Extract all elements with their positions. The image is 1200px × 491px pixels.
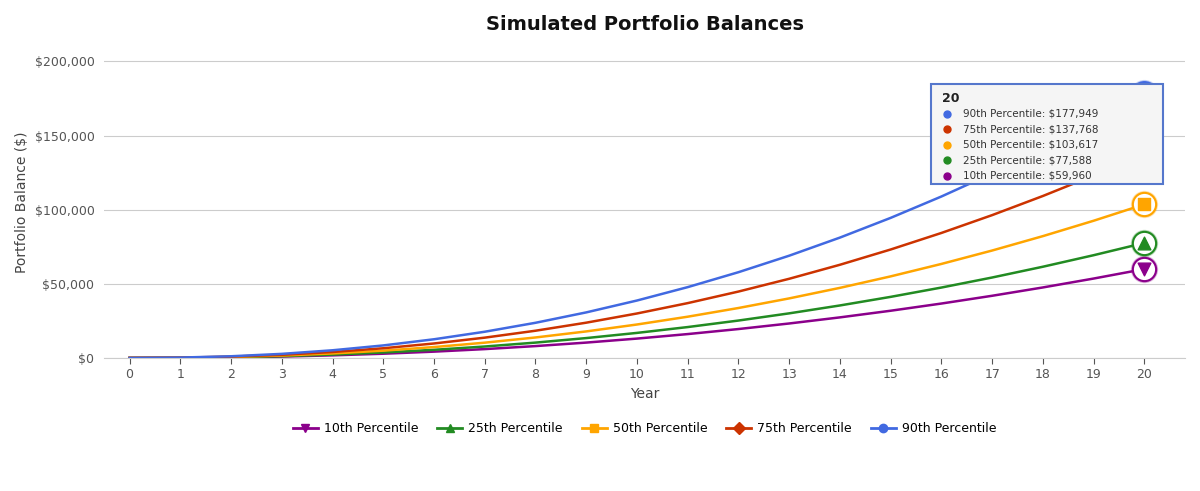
- Text: 90th Percentile: $177,949: 90th Percentile: $177,949: [964, 109, 1099, 119]
- Point: [1135, 200, 1154, 208]
- Point: [1135, 150, 1154, 158]
- Point: [1135, 239, 1154, 247]
- Text: 10th Percentile: $59,960: 10th Percentile: $59,960: [964, 171, 1092, 181]
- Text: 75th Percentile: $137,768: 75th Percentile: $137,768: [964, 124, 1099, 134]
- Y-axis label: Portfolio Balance ($): Portfolio Balance ($): [14, 132, 29, 273]
- Text: 25th Percentile: $77,588: 25th Percentile: $77,588: [964, 155, 1092, 165]
- Point: [1135, 200, 1154, 208]
- X-axis label: Year: Year: [630, 387, 659, 401]
- Point: [1135, 90, 1154, 98]
- Text: 20: 20: [942, 92, 959, 105]
- Legend: 10th Percentile, 25th Percentile, 50th Percentile, 75th Percentile, 90th Percent: 10th Percentile, 25th Percentile, 50th P…: [288, 417, 1002, 440]
- Point: [1135, 200, 1154, 208]
- Point: [1135, 265, 1154, 273]
- FancyBboxPatch shape: [931, 84, 1163, 184]
- Text: 50th Percentile: $103,617: 50th Percentile: $103,617: [964, 140, 1099, 150]
- Point: [1135, 265, 1154, 273]
- Point: [1135, 90, 1154, 98]
- Point: [1135, 239, 1154, 247]
- Point: [1135, 150, 1154, 158]
- Point: [1135, 265, 1154, 273]
- Point: [1135, 90, 1154, 98]
- Point: [1135, 239, 1154, 247]
- Title: Simulated Portfolio Balances: Simulated Portfolio Balances: [486, 15, 804, 34]
- Point: [1135, 150, 1154, 158]
